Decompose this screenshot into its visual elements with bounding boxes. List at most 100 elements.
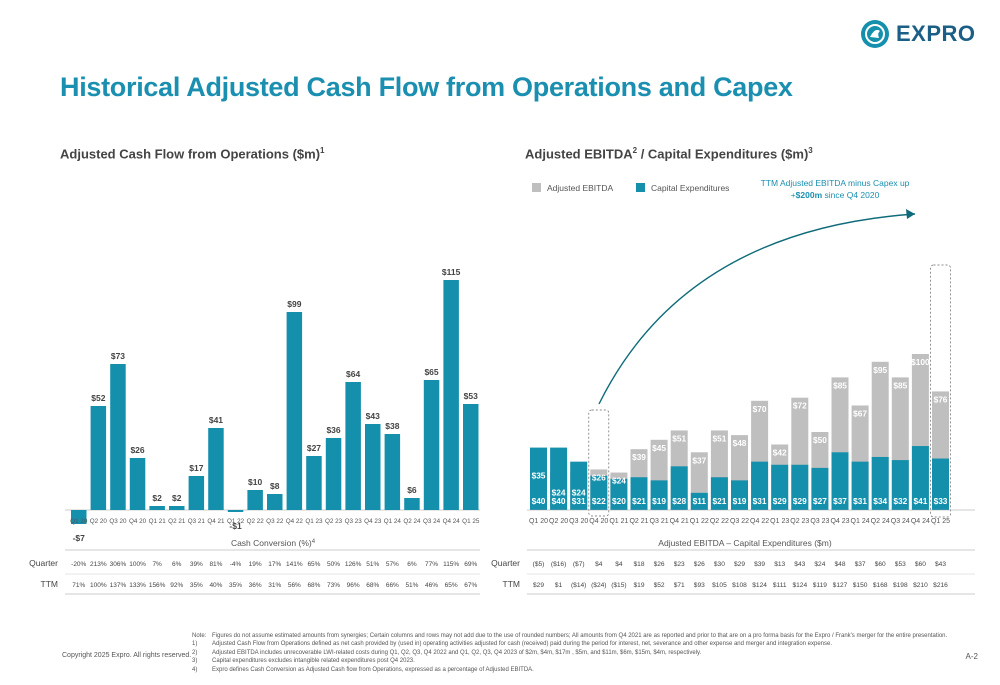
ebitda-data-label: $42 bbox=[773, 447, 787, 457]
x-tick-label: Q1 23 bbox=[305, 518, 323, 525]
cfo-data-label: $53 bbox=[464, 391, 478, 401]
highlight-box bbox=[588, 409, 610, 517]
quarter-cell: $43 bbox=[794, 561, 805, 568]
cfo-bar bbox=[423, 380, 440, 510]
page-number: A-2 bbox=[965, 652, 978, 661]
capex-data-label: $31 bbox=[753, 496, 767, 506]
annotation-line2: +$200m since Q4 2020 bbox=[791, 190, 880, 200]
footnote-text: Adjusted EBITDA includes unrecoverable L… bbox=[212, 649, 702, 656]
quarter-cell: 7% bbox=[152, 561, 162, 568]
cfo-bar bbox=[306, 456, 322, 510]
x-tick-label: Q1 24 bbox=[851, 518, 870, 525]
cfo-bar bbox=[169, 506, 185, 510]
ebitda-capex-table-title: Adjusted EBITDA – Capital Expenditures (… bbox=[658, 538, 832, 548]
capex-data-label: $41 bbox=[913, 496, 927, 506]
cfo-data-label: $41 bbox=[209, 415, 223, 425]
cfo-data-label: $2 bbox=[172, 493, 182, 503]
quarter-cell: 51% bbox=[366, 561, 379, 568]
cfo-bar bbox=[129, 458, 146, 510]
cfo-data-label: $38 bbox=[385, 421, 399, 431]
ebitda-data-label: $45 bbox=[652, 443, 666, 453]
cfo-bar bbox=[286, 312, 303, 510]
ebitda-data-label: $50 bbox=[813, 435, 827, 445]
capex-bar bbox=[610, 478, 628, 510]
quarter-cell: 69% bbox=[464, 561, 477, 568]
cfo-bar bbox=[325, 438, 342, 510]
ebitda-data-label: $39 bbox=[632, 452, 646, 462]
ttm-cell: 96% bbox=[347, 582, 360, 589]
quarter-cell: $13 bbox=[774, 561, 785, 568]
x-tick-label: Q3 20 bbox=[569, 518, 588, 525]
quarter-cell: 17% bbox=[268, 561, 281, 568]
footnote-marker: 4) bbox=[192, 666, 198, 673]
quarter-cell: 126% bbox=[345, 561, 362, 568]
quarter-cell: 19% bbox=[249, 561, 262, 568]
cfo-bar bbox=[208, 428, 224, 510]
cfo-bar bbox=[110, 364, 126, 510]
capex-data-label: $19 bbox=[733, 496, 747, 506]
capex-data-label: $32 bbox=[893, 496, 907, 506]
quarter-cell: 141% bbox=[286, 561, 303, 568]
x-tick-label: Q4 22 bbox=[286, 518, 304, 525]
quarter-cell: $30 bbox=[714, 561, 725, 568]
ttm-cell: $71 bbox=[674, 582, 685, 589]
quarter-cell: $26 bbox=[694, 561, 705, 568]
footnote-text: Expro defines Cash Conversion as Adjuste… bbox=[212, 666, 534, 673]
capex-data-label: $27 bbox=[813, 496, 827, 506]
quarter-cell: 100% bbox=[129, 561, 146, 568]
cfo-bar bbox=[149, 506, 165, 510]
x-tick-label: Q3 22 bbox=[266, 518, 284, 525]
capex-data-label: $22 bbox=[592, 496, 606, 506]
quarter-cell: ($5) bbox=[533, 561, 545, 568]
x-tick-label: Q2 24 bbox=[871, 518, 890, 525]
quarter-cell: $26 bbox=[654, 561, 665, 568]
quarter-cell: $39 bbox=[754, 561, 765, 568]
capex-data-label: $33 bbox=[934, 496, 948, 506]
x-tick-label: Q3 24 bbox=[423, 518, 441, 525]
quarter-cell: $29 bbox=[734, 561, 745, 568]
quarter-cell: 6% bbox=[407, 561, 417, 568]
x-tick-label: Q4 22 bbox=[750, 518, 769, 525]
ttm-cell: $52 bbox=[654, 582, 665, 589]
capex-bar bbox=[530, 447, 547, 510]
quarter-cell: -20% bbox=[71, 561, 86, 568]
ttm-cell: $168 bbox=[873, 582, 888, 589]
quarter-cell: ($16) bbox=[551, 561, 566, 568]
ttm-cell: 68% bbox=[366, 582, 379, 589]
annotation-line1: TTM Adjusted EBITDA minus Capex up bbox=[761, 178, 910, 188]
row-label-ttm: TTM bbox=[41, 579, 58, 589]
x-tick-label: Q3 21 bbox=[188, 518, 206, 525]
arrow-head-icon bbox=[906, 209, 915, 219]
footnote-row: Note: Figures do not assume estimated amo… bbox=[192, 632, 992, 640]
x-tick-label: Q1 22 bbox=[227, 518, 245, 525]
row-label-quarter: Quarter bbox=[29, 558, 58, 568]
trend-arrow bbox=[598, 213, 916, 405]
quarter-cell: ($7) bbox=[573, 561, 585, 568]
x-tick-label: Q1 25 bbox=[462, 518, 480, 525]
cfo-bar bbox=[443, 280, 459, 510]
capex-bar bbox=[911, 446, 929, 510]
cfo-bar bbox=[463, 404, 479, 510]
ttm-cell: 40% bbox=[209, 582, 222, 589]
x-tick-label: Q1 21 bbox=[149, 518, 167, 525]
ttm-cell: 67% bbox=[464, 582, 477, 589]
cfo-data-label: -$1 bbox=[229, 521, 242, 531]
ttm-cell: 36% bbox=[249, 582, 262, 589]
quarter-cell: -4% bbox=[230, 561, 242, 568]
ebitda-data-label: $100 bbox=[911, 357, 930, 367]
ebitda-data-label: $85 bbox=[893, 380, 907, 390]
quarter-cell: $24 bbox=[814, 561, 825, 568]
expro-emblem-icon bbox=[861, 20, 889, 48]
capex-bar bbox=[690, 492, 708, 510]
ttm-cell: $210 bbox=[913, 582, 928, 589]
ttm-cell: $19 bbox=[633, 582, 644, 589]
cfo-data-label: $65 bbox=[424, 367, 438, 377]
capex-bar bbox=[570, 461, 588, 510]
x-tick-label: Q1 21 bbox=[609, 518, 628, 525]
left-chart-subtitle: Adjusted Cash Flow from Operations ($m)1 bbox=[60, 146, 325, 162]
quarter-cell: 6% bbox=[172, 561, 182, 568]
cfo-bar bbox=[345, 382, 361, 510]
cfo-data-label: $27 bbox=[307, 443, 321, 453]
quarter-cell: 115% bbox=[443, 561, 459, 568]
footnote-row: 4) Expro defines Cash Conversion as Adjus… bbox=[192, 666, 992, 674]
